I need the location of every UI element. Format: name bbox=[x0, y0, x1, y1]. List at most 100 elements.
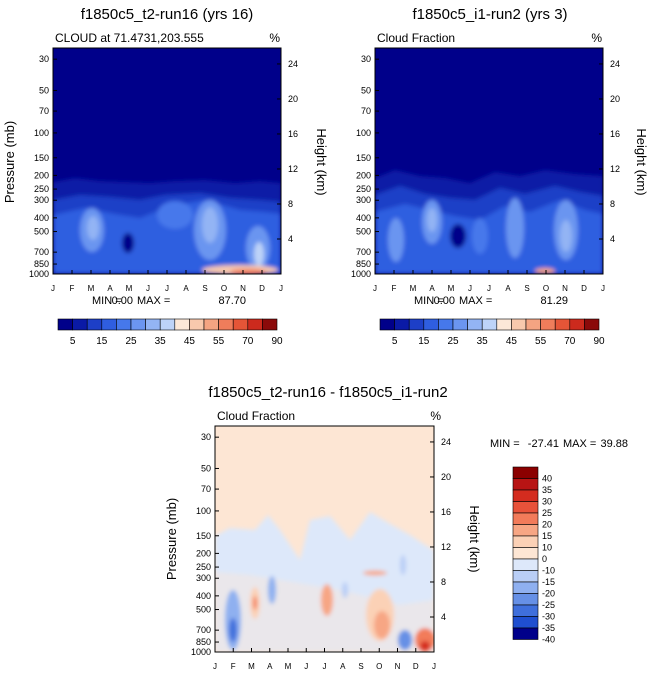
colorbar-swatch bbox=[116, 318, 132, 331]
y-tick-label: 500 bbox=[196, 605, 211, 615]
x-tick-label: D bbox=[581, 284, 587, 293]
colorbar-label: 35 bbox=[155, 336, 167, 347]
colorbar-label: 90 bbox=[593, 336, 605, 347]
colorbar-label: 15 bbox=[418, 336, 430, 347]
colorbar-label: -15 bbox=[542, 577, 555, 587]
x-tick-label: S bbox=[202, 284, 207, 293]
y-right-tick-label: 4 bbox=[610, 234, 615, 244]
y-tick-label: 700 bbox=[356, 247, 371, 257]
panel-1-min-value: 0.00 bbox=[112, 295, 133, 307]
panel-3-negative-core-feb-deep bbox=[229, 618, 237, 642]
panel-3-y-right-ticks: 24 20 16 12 8 4 bbox=[430, 437, 451, 622]
colorbar-swatch bbox=[394, 318, 410, 331]
y-right-tick-label: 24 bbox=[288, 59, 298, 69]
colorbar-swatch bbox=[512, 558, 539, 571]
y-right-tick-label: 16 bbox=[288, 129, 298, 139]
y-tick-label: 400 bbox=[356, 213, 371, 223]
x-tick-label: F bbox=[392, 284, 397, 293]
panel-3-max-label: MAX = bbox=[563, 438, 596, 450]
x-tick-label: N bbox=[240, 284, 246, 293]
colorbar-label: 15 bbox=[96, 336, 108, 347]
y-tick-label: 200 bbox=[196, 548, 211, 558]
x-tick-label: M bbox=[448, 284, 455, 293]
panel-3-plot-area bbox=[215, 426, 434, 652]
y-right-tick-label: 4 bbox=[288, 234, 293, 244]
x-tick-label: O bbox=[221, 284, 227, 293]
y-tick-label: 30 bbox=[39, 54, 49, 64]
y-right-tick-label: 8 bbox=[441, 577, 446, 587]
colorbar-label: 35 bbox=[477, 336, 489, 347]
panel-2-y-right-ticks: 24 20 16 12 8 4 bbox=[599, 59, 620, 244]
panel-2-cloud-blob-aug bbox=[506, 198, 524, 258]
y-tick-label: 50 bbox=[201, 463, 211, 473]
colorbar-swatch bbox=[512, 489, 539, 502]
panel-3-negative-core-apr bbox=[268, 576, 276, 604]
x-tick-label: M bbox=[285, 662, 292, 671]
panel-3-negative-core-nov-low bbox=[398, 630, 412, 650]
colorbar-swatch bbox=[232, 318, 249, 331]
x-tick-label: A bbox=[429, 284, 435, 293]
y-tick-label: 1000 bbox=[351, 269, 371, 279]
y-tick-label: 300 bbox=[196, 573, 211, 583]
x-tick-label: J bbox=[213, 662, 217, 671]
colorbar-label: -10 bbox=[542, 566, 555, 576]
panel-1-colorbar: 5 15 25 35 45 55 70 90 bbox=[57, 318, 283, 347]
y-tick-label: 400 bbox=[34, 213, 49, 223]
panel-1-plot-area bbox=[53, 48, 281, 274]
panel-1-low-cloud-surface-core bbox=[230, 269, 266, 274]
panel-2-cloud-blob-nov-core bbox=[560, 220, 572, 252]
y-right-tick-label: 24 bbox=[610, 59, 620, 69]
y-right-tick-label: 8 bbox=[288, 199, 293, 209]
panel-2-min-value: 0.00 bbox=[434, 295, 455, 307]
y-right-tick-label: 12 bbox=[441, 542, 451, 552]
colorbar-swatch bbox=[512, 524, 539, 537]
colorbar-label: -30 bbox=[542, 612, 555, 622]
colorbar-swatch bbox=[72, 318, 88, 331]
y-tick-label: 70 bbox=[201, 484, 211, 494]
panel-2-cloud-blob-jan bbox=[388, 218, 404, 262]
panel-3-min-label: MIN = bbox=[490, 438, 520, 450]
panel-1-cloud-blob-sep-core bbox=[202, 207, 218, 243]
x-tick-label: O bbox=[543, 284, 549, 293]
colorbar-label: 70 bbox=[242, 336, 254, 347]
y-tick-label: 100 bbox=[34, 128, 49, 138]
colorbar-swatch bbox=[512, 604, 539, 617]
y-tick-label: 70 bbox=[361, 106, 371, 116]
panel-3-min-value: -27.41 bbox=[528, 438, 559, 450]
y-tick-label: 850 bbox=[356, 259, 371, 269]
x-tick-label: D bbox=[259, 284, 265, 293]
x-tick-label: J bbox=[165, 284, 169, 293]
x-tick-label: M bbox=[248, 662, 255, 671]
y-right-tick-label: 4 bbox=[441, 612, 446, 622]
colorbar-label: -35 bbox=[542, 623, 555, 633]
colorbar-label: 0 bbox=[542, 554, 547, 564]
colorbar-label: 55 bbox=[213, 336, 225, 347]
x-tick-label: J bbox=[432, 662, 436, 671]
colorbar-swatch bbox=[379, 318, 395, 331]
colorbar-label: 90 bbox=[271, 336, 283, 347]
y-tick-label: 300 bbox=[34, 195, 49, 205]
panel-2-colorbar: 5 15 25 35 45 55 70 90 bbox=[379, 318, 605, 347]
panel-3-title: f1850c5_t2-run16 - f1850c5_i1-run2 bbox=[208, 384, 447, 401]
y-tick-label: 850 bbox=[196, 637, 211, 647]
y-tick-label: 200 bbox=[34, 170, 49, 180]
panel-2-subtitle: Cloud Fraction bbox=[377, 31, 455, 45]
x-tick-label: J bbox=[279, 284, 283, 293]
colorbar-swatch bbox=[569, 318, 585, 331]
y-tick-label: 150 bbox=[356, 153, 371, 163]
panel-1-cloud-blob-feb-core bbox=[87, 216, 99, 240]
x-tick-label: D bbox=[413, 662, 419, 671]
panel-1-max-label: MAX = bbox=[137, 295, 170, 307]
x-tick-label: A bbox=[340, 662, 346, 671]
y-right-tick-label: 12 bbox=[288, 164, 298, 174]
colorbar-label: 25 bbox=[542, 508, 552, 518]
colorbar-swatch bbox=[525, 318, 541, 331]
y-tick-label: 70 bbox=[39, 106, 49, 116]
panel-2-max-label: MAX = bbox=[459, 295, 492, 307]
colorbar-label: 45 bbox=[506, 336, 518, 347]
panel-1-units: % bbox=[269, 31, 280, 45]
